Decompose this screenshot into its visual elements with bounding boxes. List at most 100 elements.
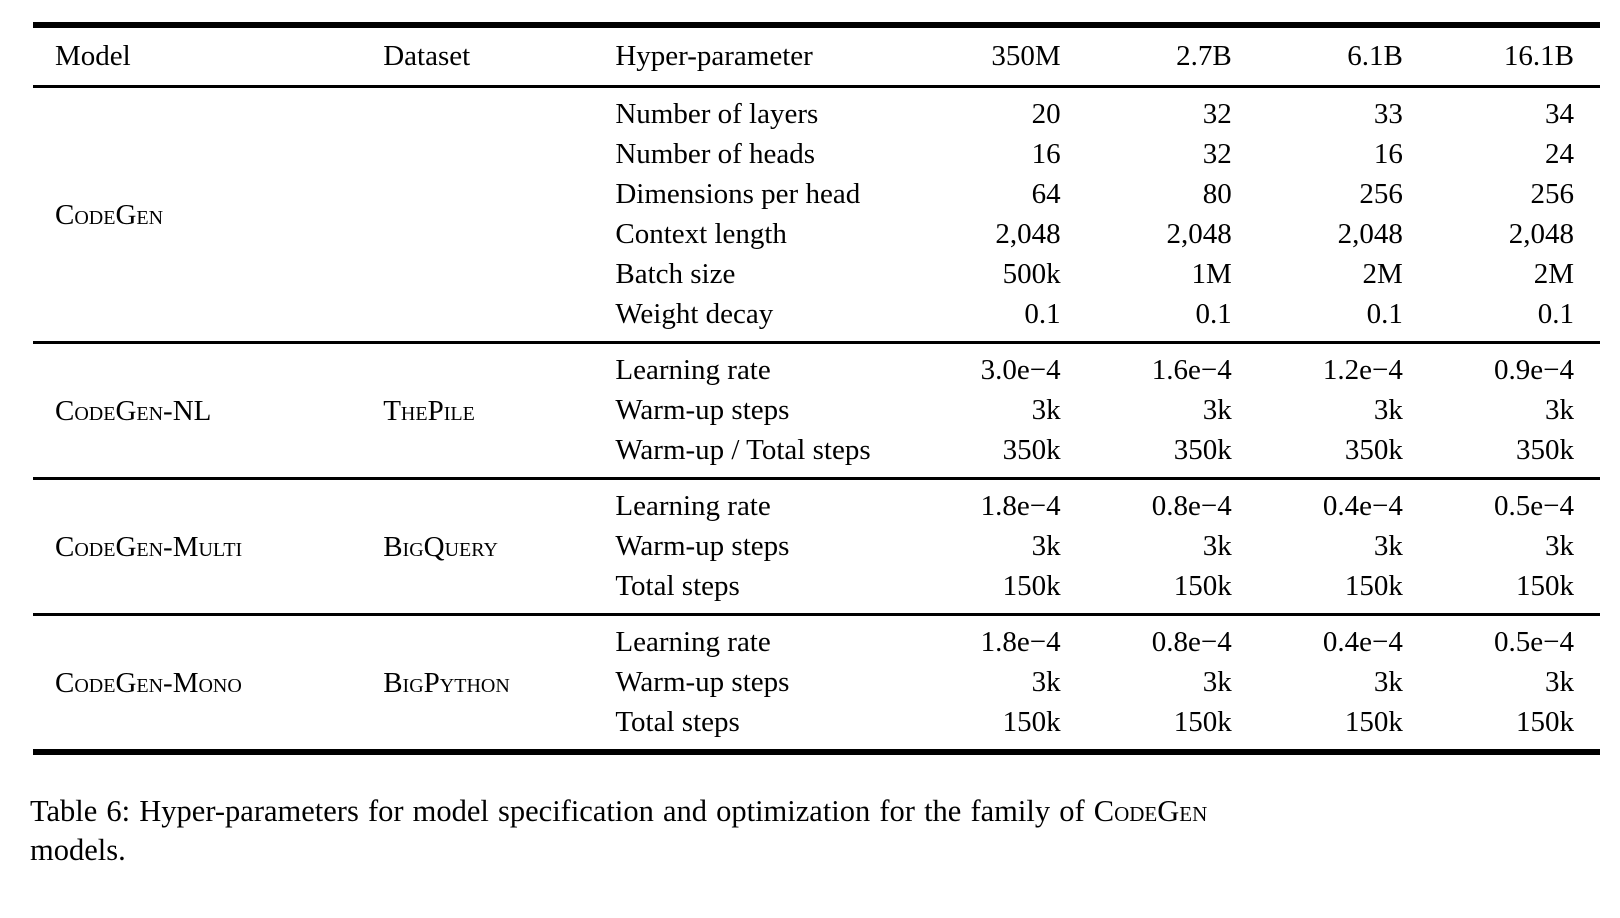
value-cell: 1.8e−4 bbox=[980, 626, 1061, 658]
value-cell: 0.4e−4 bbox=[1322, 626, 1403, 658]
column-header-dataset: Dataset bbox=[383, 40, 471, 72]
value-cell: 64 bbox=[1031, 178, 1061, 210]
table-header: Model Dataset Hyper-parameter 350M 2.7B … bbox=[33, 25, 1600, 87]
group-codegen-nl: CodeGen-NL ThePile Learning rate 3.0e−4 … bbox=[33, 342, 1600, 479]
hyperparam-label: Warm-up steps bbox=[615, 666, 790, 698]
header-row: Model Dataset Hyper-parameter 350M 2.7B … bbox=[33, 25, 1600, 87]
value-cell: 2,048 bbox=[995, 218, 1061, 250]
value-cell: 150k bbox=[1002, 706, 1061, 738]
value-cell: 0.5e−4 bbox=[1494, 490, 1574, 522]
table-row: Weight decay 0.1 0.1 0.1 0.1 bbox=[33, 294, 1600, 343]
hyperparam-label: Number of layers bbox=[615, 98, 819, 130]
value-cell: 0.5e−4 bbox=[1494, 626, 1574, 658]
value-cell: 3k bbox=[1545, 666, 1574, 698]
value-cell: 3k bbox=[1545, 530, 1574, 562]
value-cell: 256 bbox=[1359, 178, 1403, 210]
value-cell: 3k bbox=[1373, 666, 1403, 698]
value-cell: 150k bbox=[1002, 570, 1061, 602]
value-cell: 150k bbox=[1344, 570, 1403, 602]
caption-brand: CodeGen bbox=[1093, 794, 1208, 828]
caption-line-2: models. bbox=[30, 833, 126, 867]
model-name: CodeGen-Mono bbox=[55, 666, 242, 699]
value-cell: 0.8e−4 bbox=[1151, 490, 1232, 522]
table-row: Total steps 150k 150k 150k 150k bbox=[33, 702, 1600, 752]
value-cell: 24 bbox=[1545, 138, 1574, 170]
value-cell: 500k bbox=[1002, 258, 1061, 290]
value-cell: 150k bbox=[1516, 570, 1574, 602]
value-cell: 1.8e−4 bbox=[980, 490, 1061, 522]
value-cell: 1M bbox=[1191, 258, 1232, 290]
value-cell: 2,048 bbox=[1508, 218, 1574, 250]
value-cell: 1.2e−4 bbox=[1322, 354, 1403, 386]
value-cell: 80 bbox=[1202, 178, 1232, 210]
dataset-name: ThePile bbox=[383, 394, 475, 427]
hyperparam-label: Warm-up steps bbox=[615, 394, 790, 426]
value-cell: 32 bbox=[1202, 98, 1232, 130]
value-cell: 20 bbox=[1031, 98, 1061, 130]
caption-text: Table 6: Hyper-parameters for model spec… bbox=[30, 794, 1094, 828]
table-row: CodeGen Number of layers 20 32 33 34 bbox=[33, 87, 1600, 231]
dataset-name bbox=[383, 87, 615, 343]
column-header-hyperparameter: Hyper-parameter bbox=[615, 40, 813, 72]
column-header-6-1b: 6.1B bbox=[1347, 40, 1403, 72]
table-row: Warm-up steps 3k 3k 3k 3k bbox=[33, 662, 1600, 702]
table-row: Warm-up steps 3k 3k 3k 3k bbox=[33, 390, 1600, 430]
value-cell: 3k bbox=[1373, 530, 1403, 562]
value-cell: 0.1 bbox=[1024, 298, 1061, 330]
table-row: CodeGen-Mono BigPython Learning rate 1.8… bbox=[33, 615, 1600, 699]
value-cell: 16 bbox=[1373, 138, 1403, 170]
value-cell: 3k bbox=[1373, 394, 1403, 426]
column-header-350m: 350M bbox=[991, 40, 1061, 72]
hyperparam-label: Weight decay bbox=[615, 298, 774, 330]
hyperparam-label: Batch size bbox=[615, 258, 736, 290]
group-codegen: CodeGen Number of layers 20 32 33 34 Num… bbox=[33, 87, 1600, 343]
table-row: Total steps 150k 150k 150k 150k bbox=[33, 566, 1600, 615]
group-codegen-mono: CodeGen-Mono BigPython Learning rate 1.8… bbox=[33, 614, 1600, 753]
hyperparam-label: Number of heads bbox=[615, 138, 816, 170]
hyperparam-label: Dimensions per head bbox=[615, 178, 861, 210]
value-cell: 3k bbox=[1031, 530, 1061, 562]
table-row: Dimensions per head 64 80 256 256 bbox=[33, 174, 1600, 214]
table-row: CodeGen-Multi BigQuery Learning rate 1.8… bbox=[33, 479, 1600, 563]
hyperparam-label: Learning rate bbox=[615, 626, 771, 658]
value-cell: 150k bbox=[1173, 570, 1232, 602]
value-cell: 33 bbox=[1373, 98, 1403, 130]
value-cell: 0.1 bbox=[1537, 298, 1574, 330]
value-cell: 3k bbox=[1031, 666, 1061, 698]
value-cell: 0.4e−4 bbox=[1322, 490, 1403, 522]
value-cell: 1.6e−4 bbox=[1151, 354, 1232, 386]
value-cell: 0.9e−4 bbox=[1494, 354, 1574, 386]
hyperparam-label: Learning rate bbox=[615, 354, 771, 386]
column-header-2-7b: 2.7B bbox=[1176, 40, 1232, 72]
value-cell: 0.8e−4 bbox=[1151, 626, 1232, 658]
hyperparam-label: Learning rate bbox=[615, 490, 771, 522]
model-name: CodeGen bbox=[55, 198, 164, 231]
table-row: Warm-up / Total steps 350k 350k 350k 350… bbox=[33, 430, 1600, 479]
value-cell: 350k bbox=[1516, 434, 1574, 466]
value-cell: 350k bbox=[1344, 434, 1403, 466]
value-cell: 350k bbox=[1002, 434, 1061, 466]
hyperparam-label: Context length bbox=[615, 218, 787, 250]
table-row: Batch size 500k 1M 2M 2M bbox=[33, 254, 1600, 294]
value-cell: 3k bbox=[1202, 394, 1232, 426]
value-cell: 3.0e−4 bbox=[980, 354, 1061, 386]
value-cell: 256 bbox=[1530, 178, 1575, 210]
value-cell: 350k bbox=[1173, 434, 1232, 466]
column-header-model: Model bbox=[55, 40, 131, 72]
value-cell: 3k bbox=[1031, 394, 1061, 426]
hyperparameters-table: Model Dataset Hyper-parameter 350M 2.7B … bbox=[33, 22, 1600, 755]
hyperparam-label: Warm-up steps bbox=[615, 530, 790, 562]
table-caption: Table 6: Hyper-parameters for model spec… bbox=[30, 792, 1592, 870]
value-cell: 2M bbox=[1362, 258, 1403, 290]
value-cell: 150k bbox=[1516, 706, 1574, 738]
value-cell: 34 bbox=[1545, 98, 1574, 130]
value-cell: 3k bbox=[1202, 530, 1232, 562]
value-cell: 3k bbox=[1545, 394, 1574, 426]
hyperparam-label: Total steps bbox=[615, 706, 740, 738]
model-name: CodeGen-NL bbox=[55, 394, 212, 427]
table-row: Number of heads 16 32 16 24 bbox=[33, 134, 1600, 174]
dataset-name: BigPython bbox=[383, 666, 510, 699]
value-cell: 2,048 bbox=[1337, 218, 1403, 250]
caption-line-1: Table 6: Hyper-parameters for model spec… bbox=[30, 792, 1592, 831]
